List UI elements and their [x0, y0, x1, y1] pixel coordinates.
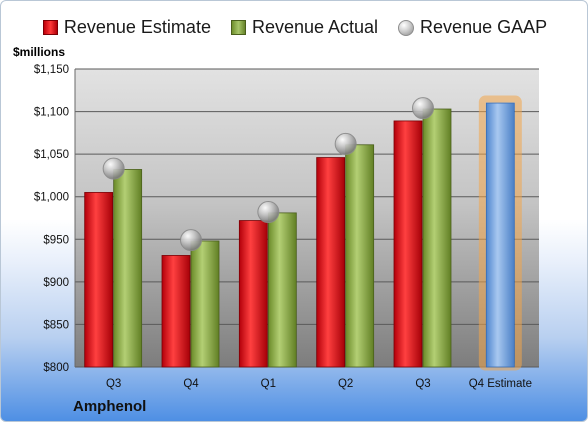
bar-revenue-actual [267, 212, 297, 368]
plot-area [75, 69, 539, 367]
bar-revenue-estimate [238, 220, 268, 368]
company-name: Amphenol [73, 398, 147, 415]
legend: Revenue Estimate Revenue Actual Revenue … [1, 17, 587, 38]
legend-swatch-revenue-actual [230, 20, 246, 35]
gaap-markers [102, 97, 434, 252]
legend-swatch-revenue-estimate [42, 20, 58, 35]
marker-revenue-gaap [412, 97, 434, 120]
bar-revenue-actual [190, 240, 220, 368]
marker-revenue-gaap [180, 229, 202, 252]
marker-revenue-gaap [334, 132, 357, 155]
legend-swatch-revenue-gaap [398, 19, 415, 36]
y-tick-label: $900 [43, 277, 69, 289]
y-axis-ticks: $800 $850 $900 $950 $1,000 $1,050 $1,100 $1,150 [34, 64, 69, 374]
bar-revenue-actual [113, 169, 143, 368]
bar-revenue-actual [422, 108, 452, 368]
bar-q4-estimate [485, 102, 515, 368]
x-tick-label: Q3 [415, 378, 430, 390]
x-tick-label: Q4 Estimate [469, 378, 532, 390]
y-tick-label: $1,100 [34, 107, 69, 119]
x-tick-label: Q3 [106, 378, 121, 390]
x-tick-label: Q2 [338, 378, 353, 390]
legend-item-revenue-estimate: Revenue Estimate [42, 17, 211, 38]
legend-item-revenue-gaap: Revenue GAAP [398, 17, 547, 38]
bar-revenue-estimate [84, 192, 114, 368]
legend-label-revenue-actual: Revenue Actual [251, 17, 379, 37]
legend-label-revenue-estimate: Revenue Estimate [63, 17, 211, 37]
y-tick-label: $800 [43, 362, 69, 374]
bar-revenue-estimate [393, 120, 423, 368]
y-axis-units-label: $millions [13, 45, 66, 59]
bar-revenue-estimate [316, 157, 346, 368]
x-tick-label: Q4 [183, 378, 199, 390]
bar-revenue-estimate [161, 255, 191, 368]
y-tick-label: $1,150 [34, 64, 69, 76]
bars [84, 95, 522, 371]
bar-revenue-actual [345, 144, 375, 368]
gridlines [74, 68, 539, 368]
y-tick-label: $850 [43, 319, 69, 331]
y-tick-label: $1,000 [34, 192, 69, 204]
x-tick-label: Q1 [261, 378, 276, 390]
legend-item-revenue-actual: Revenue Actual [230, 17, 379, 38]
y-tick-label: $950 [43, 234, 69, 246]
marker-revenue-gaap [102, 157, 125, 180]
y-tick-label: $1,050 [34, 149, 69, 161]
marker-revenue-gaap [257, 201, 280, 224]
x-axis-ticks: Q3 Q4 Q1 Q2 Q3 Q4 Estimate [106, 378, 532, 390]
legend-label-revenue-gaap: Revenue GAAP [420, 17, 548, 37]
